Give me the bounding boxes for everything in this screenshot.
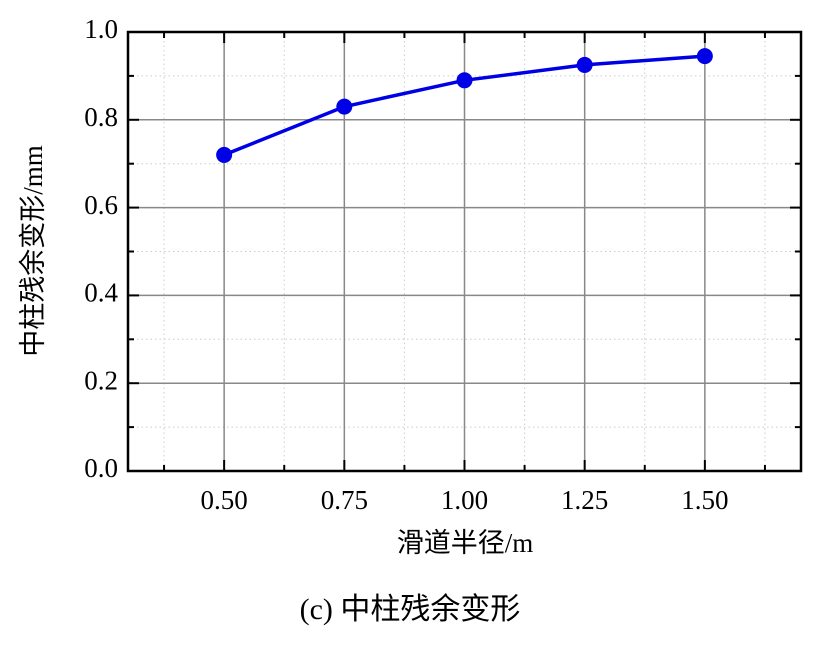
x-tick-label: 1.25 (561, 485, 608, 515)
y-tick-label: 0.4 (84, 278, 118, 308)
chart-caption: (c) 中柱残余变形 (300, 593, 521, 626)
data-point (336, 98, 353, 115)
data-point (216, 146, 233, 163)
y-tick-label: 0.8 (84, 102, 118, 132)
x-tick-label: 1.00 (441, 485, 488, 515)
y-tick-label: 1.0 (84, 14, 118, 44)
data-point (576, 56, 593, 73)
y-tick-label: 0.2 (84, 365, 118, 395)
x-tick-label: 0.50 (201, 485, 248, 515)
y-tick-label: 0.6 (84, 190, 118, 220)
data-point (696, 48, 713, 65)
plot-frame (126, 30, 803, 473)
y-axis-label: 中柱残余变形/mm (18, 145, 48, 357)
x-axis-label: 滑道半径/m (397, 528, 534, 558)
y-tick-label: 0.0 (84, 453, 118, 483)
x-tick-label: 1.50 (681, 485, 728, 515)
data-point (456, 72, 473, 89)
x-tick-label: 0.75 (321, 485, 368, 515)
